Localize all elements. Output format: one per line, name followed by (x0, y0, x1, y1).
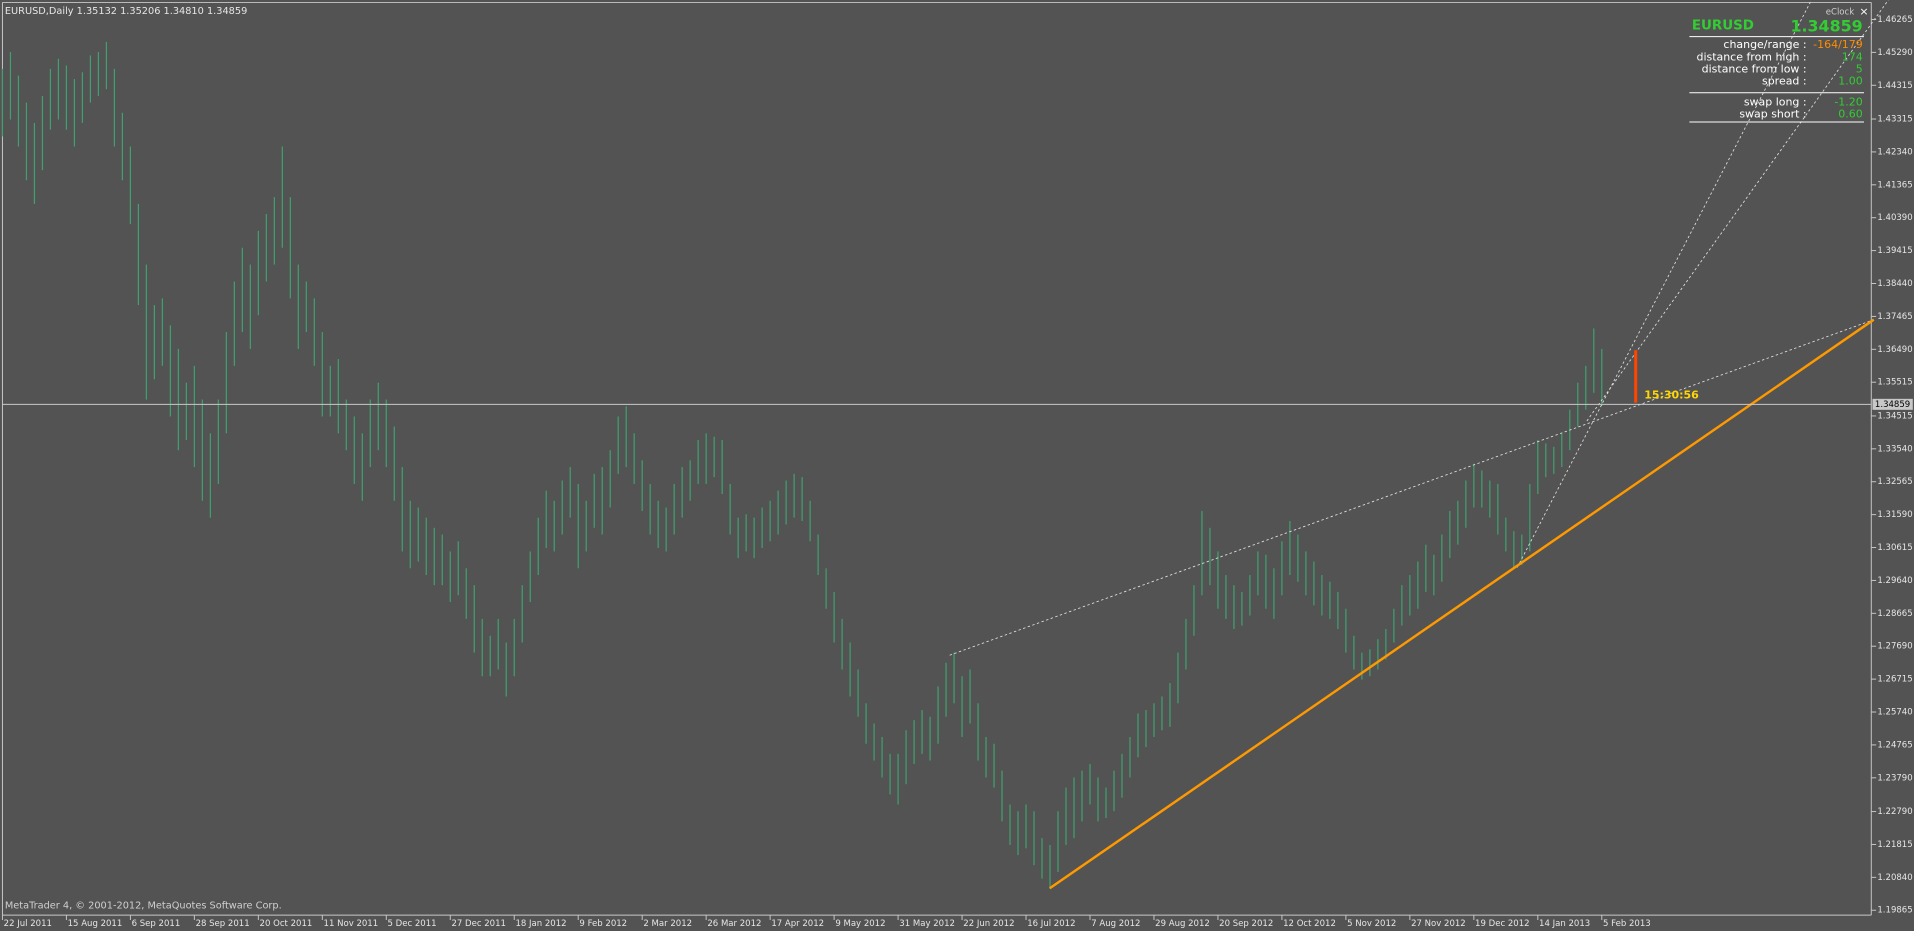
x-tick-label: 31 May 2012 (899, 919, 955, 929)
x-tick-label: 5 Nov 2012 (1347, 919, 1396, 929)
row-value: 174 (1842, 50, 1863, 63)
y-tick-label: 1.28665 (1877, 609, 1912, 619)
copyright: MetaTrader 4, © 2001-2012, MetaQuotes So… (5, 900, 282, 911)
x-tick-label: 18 Jan 2012 (515, 919, 566, 929)
y-tick-label: 1.32565 (1877, 477, 1912, 487)
x-tick-label: 5 Feb 2013 (1603, 919, 1651, 929)
current-price-label: 1.34859 (1875, 400, 1910, 410)
x-tick-label: 27 Dec 2011 (451, 919, 506, 929)
y-tick-label: 1.29640 (1877, 576, 1912, 586)
y-tick-label: 1.43315 (1877, 115, 1912, 125)
panel-title: eClock (1826, 8, 1854, 18)
close-button[interactable]: × (1859, 5, 1868, 18)
y-tick-label: 1.30615 (1877, 543, 1912, 553)
x-tick-label: 17 Apr 2012 (771, 919, 824, 929)
bars (1, 41, 1603, 889)
y-tick-label: 1.20840 (1877, 873, 1912, 883)
x-tick-label: 22 Jun 2012 (963, 919, 1014, 929)
y-tick-label: 1.26715 (1877, 675, 1912, 685)
row-value: 5 (1856, 63, 1863, 76)
y-tick-label: 1.22790 (1877, 807, 1912, 817)
y-tick-label: 1.41365 (1877, 180, 1912, 190)
y-tick-label: 1.42340 (1877, 147, 1912, 157)
x-tick-label: 20 Oct 2011 (260, 919, 313, 929)
x-tick-label: 11 Nov 2011 (324, 919, 379, 929)
y-tick-label: 1.40390 (1877, 213, 1912, 223)
y-tick-label: 1.39415 (1877, 246, 1912, 256)
x-tick-label: 28 Sep 2011 (196, 919, 250, 929)
x-tick-label: 5 Dec 2011 (388, 919, 437, 929)
x-tick-label: 9 Feb 2012 (579, 919, 627, 929)
x-tick-label: 19 Dec 2012 (1475, 919, 1530, 929)
y-tick-label: 1.44315 (1877, 81, 1912, 91)
row-value: 0.60 (1838, 108, 1862, 121)
y-tick-label: 1.36490 (1877, 345, 1912, 355)
y-tick-label: 1.46265 (1877, 15, 1912, 25)
y-tick-label: 1.25740 (1877, 708, 1912, 718)
row-label: spread : (1762, 75, 1807, 88)
y-tick-label: 1.19865 (1877, 906, 1912, 916)
x-tick-label: 12 Oct 2012 (1283, 919, 1336, 929)
x-tick-label: 29 Aug 2012 (1155, 919, 1210, 929)
y-tick-label: 1.38440 (1877, 279, 1912, 289)
y-tick-label: 1.23790 (1877, 773, 1912, 783)
chart-title: EURUSD,Daily 1.35132 1.35206 1.34810 1.3… (5, 6, 247, 17)
trendline (1516, 0, 1812, 568)
y-tick-label: 1.21815 (1877, 840, 1912, 850)
y-tick-label: 1.34515 (1877, 411, 1912, 421)
y-tick-label: 1.33540 (1877, 444, 1912, 454)
row-value: -164/179 (1813, 38, 1863, 51)
x-tick-label: 6 Sep 2011 (132, 919, 181, 929)
y-tick-label: 1.31590 (1877, 510, 1912, 520)
x-tick-label: 22 Jul 2011 (4, 919, 52, 929)
row-label: distance from high : (1696, 50, 1806, 63)
y-tick-label: 1.45290 (1877, 48, 1912, 58)
timer: 15:30:56 (1644, 388, 1699, 401)
row-label: distance from low : (1702, 63, 1807, 76)
row-label: swap short : (1739, 108, 1806, 121)
y-tick-label: 1.35515 (1877, 378, 1912, 388)
row-label: change/range : (1723, 38, 1806, 51)
x-tick-label: 7 Aug 2012 (1091, 919, 1140, 929)
x-tick-label: 20 Sep 2012 (1219, 919, 1273, 929)
trendline (1586, 0, 1889, 422)
x-tick-label: 27 Nov 2012 (1411, 919, 1466, 929)
support-line (1049, 318, 1875, 890)
x-tick-label: 2 Mar 2012 (643, 919, 692, 929)
price: 1.34859 (1790, 16, 1862, 35)
symbol: EURUSD (1692, 19, 1754, 34)
x-tick-label: 16 Jul 2012 (1027, 919, 1075, 929)
y-tick-label: 1.37465 (1877, 312, 1912, 322)
current-price-box (1872, 398, 1913, 410)
x-tick-label: 9 May 2012 (835, 919, 885, 929)
x-tick-label: 26 Mar 2012 (707, 919, 761, 929)
y-tick-label: 1.24765 (1877, 740, 1912, 750)
eclock-panel: eClock × EURUSD 1.34859 (1689, 5, 1869, 123)
row-value: 1.00 (1838, 75, 1862, 88)
row-value: -1.20 (1834, 95, 1862, 108)
x-tick-label: 15 Aug 2011 (68, 919, 123, 929)
row-label: swap long : (1744, 95, 1807, 108)
y-tick-label: 1.27690 (1877, 642, 1912, 652)
x-tick-label: 14 Jan 2013 (1539, 919, 1590, 929)
